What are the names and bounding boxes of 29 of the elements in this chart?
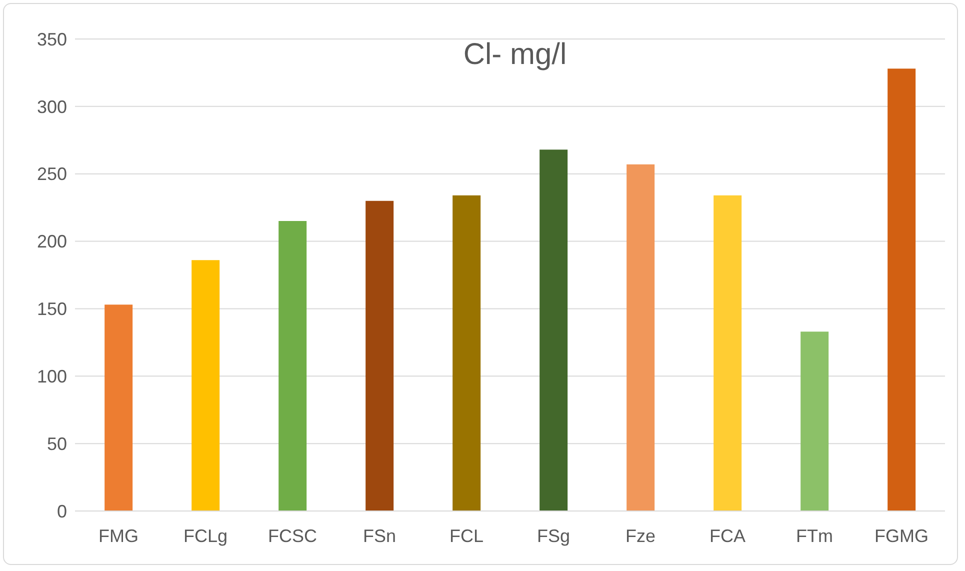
x-tick-label: FMG [98,526,138,546]
x-tick-label: FCL [449,526,484,546]
bar [452,195,481,511]
bar [366,200,394,511]
y-tick-label: 0 [56,501,67,522]
x-tick-label: FCA [710,526,746,546]
x-tick-label: FSn [362,526,396,546]
x-tick-label: FTm [796,526,833,546]
x-tick-label: FSg [536,526,570,546]
bar [540,150,568,511]
y-tick-label: 300 [36,96,67,117]
bar [104,304,133,511]
y-tick-label: 50 [46,434,67,454]
y-tick-label: 350 [36,29,67,50]
bar [888,68,916,511]
x-tick-label: FGMG [874,526,928,546]
chart-title: Cl- mg/l [462,38,568,72]
bar [800,332,829,511]
x-tick-label: Fze [625,526,656,546]
x-tick-label: FCLg [183,526,228,546]
bar [192,260,220,511]
bar [626,164,655,511]
y-tick-label: 250 [36,164,67,184]
bar [278,221,307,511]
bar [714,195,742,511]
y-tick-label: 100 [36,366,67,387]
y-tick-label: 200 [36,232,67,252]
y-tick-label: 150 [36,299,67,320]
x-tick-label: FCSC [268,526,317,546]
